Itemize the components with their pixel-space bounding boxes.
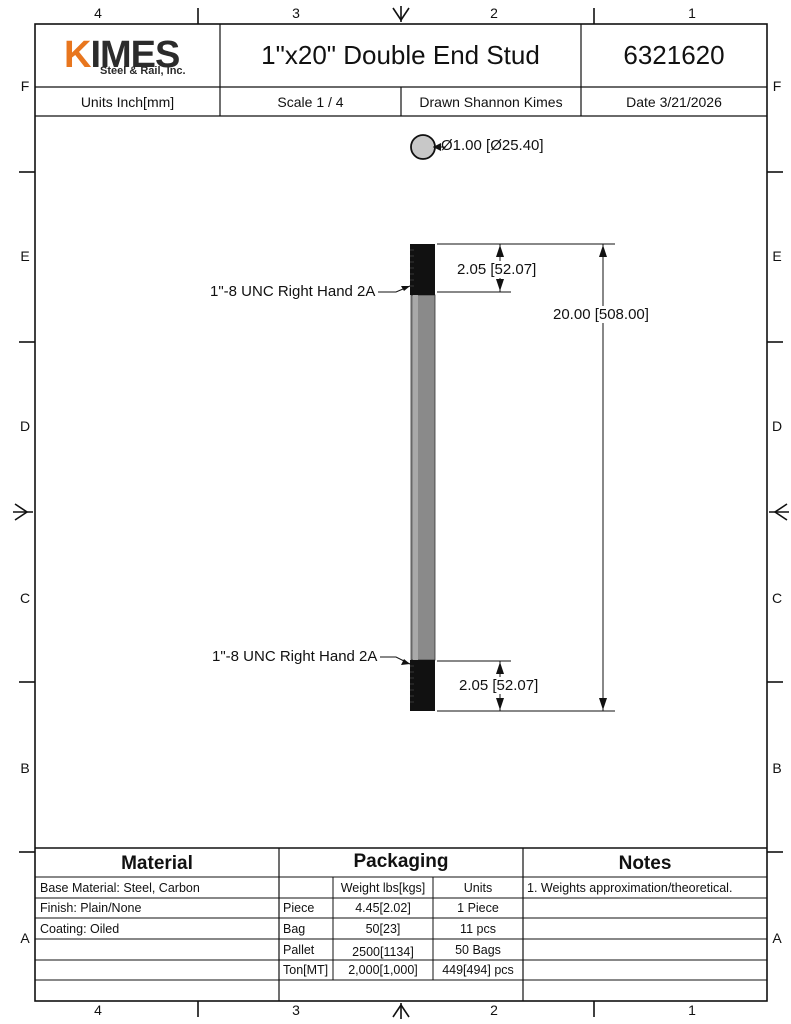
units-field: Units Inch[mm] (80, 93, 175, 110)
logo-k-letter: K (64, 34, 91, 76)
zone-col-top-3: 3 (292, 5, 300, 21)
zone-row-right-d: D (771, 418, 783, 434)
scale-field: Scale 1 / 4 (277, 93, 344, 110)
packaging-col-weight: Weight lbs[kgs] (340, 880, 426, 895)
zone-row-left-b: B (20, 760, 30, 776)
packaging-row-units: 11 pcs (460, 921, 496, 936)
zone-row-right-c: C (771, 590, 783, 606)
shank-highlight (413, 295, 418, 660)
packaging-row-weight: 50[23] (365, 921, 401, 936)
zone-row-right-e: E (772, 248, 782, 264)
packaging-row-label: Ton[MT] (283, 963, 329, 977)
material-row-2: Finish: Plain/None (40, 901, 142, 915)
logo-subtitle: Steel & Rail, Inc. (100, 65, 186, 77)
packaging-row-label: Pallet (283, 942, 315, 957)
company-logo: KIMES Steel & Rail, Inc. (64, 36, 204, 80)
material-row-1: Base Material: Steel, Carbon (40, 880, 200, 895)
zone-col-bottom-1: 1 (688, 1002, 696, 1018)
thread-top-callout: 1"-8 UNC Right Hand 2A (210, 283, 376, 300)
logo-rest: IMES (90, 34, 180, 76)
packaging-row-weight: 4.45[2.02] (355, 901, 411, 915)
zone-row-left-c: C (19, 590, 31, 606)
packaging-header: Packaging (353, 850, 449, 872)
diameter-label: Ø1.00 [Ø25.40] (441, 137, 544, 154)
zone-col-top-1: 1 (688, 5, 696, 21)
packaging-row-label: Bag (283, 921, 306, 936)
notes-header: Notes (618, 852, 672, 874)
thread-top (410, 244, 435, 295)
zone-row-left-d: D (19, 418, 31, 434)
thread-top-length: 2.05 [52.07] (457, 261, 537, 278)
zone-col-top-2: 2 (490, 5, 498, 21)
thread-bottom-length: 2.05 [52.07] (459, 677, 539, 694)
packaging-row-units: 1 Piece (457, 901, 499, 915)
zone-row-left-e: E (20, 248, 30, 264)
packaging-row-weight: 2,000[1,000] (348, 963, 418, 977)
drawn-by-field: Drawn Shannon Kimes (419, 93, 563, 110)
zone-row-left-f: F (20, 78, 30, 94)
packaging-row-weight: 2500[1134] (352, 944, 414, 959)
drawing-title: 1"x20" Double End Stud (261, 40, 540, 70)
thread-bottom (410, 660, 435, 711)
zone-row-left-a: A (20, 930, 30, 946)
date-field: Date 3/21/2026 (626, 93, 722, 110)
zone-col-top-4: 4 (94, 5, 102, 21)
end-view-circle (410, 134, 436, 160)
zone-col-bottom-2: 2 (490, 1002, 498, 1018)
zone-row-right-f: F (772, 78, 782, 94)
zone-col-bottom-3: 3 (292, 1002, 300, 1018)
zone-row-right-a: A (772, 930, 782, 946)
packaging-col-units: Units (463, 880, 493, 895)
zone-row-right-b: B (772, 760, 782, 776)
packaging-row-units: 449[494] pcs (442, 963, 514, 977)
thread-bottom-callout: 1"-8 UNC Right Hand 2A (212, 648, 378, 665)
material-row-3: Coating: Oiled (40, 921, 120, 936)
zone-col-bottom-4: 4 (94, 1002, 102, 1018)
packaging-row-label: Piece (283, 901, 315, 915)
overall-length: 20.00 [508.00] (553, 306, 649, 323)
part-number: 6321620 (623, 40, 725, 70)
material-header: Material (121, 852, 193, 874)
notes-row-1: 1. Weights approximation/theoretical. (527, 880, 733, 895)
packaging-row-units: 50 Bags (455, 942, 501, 957)
